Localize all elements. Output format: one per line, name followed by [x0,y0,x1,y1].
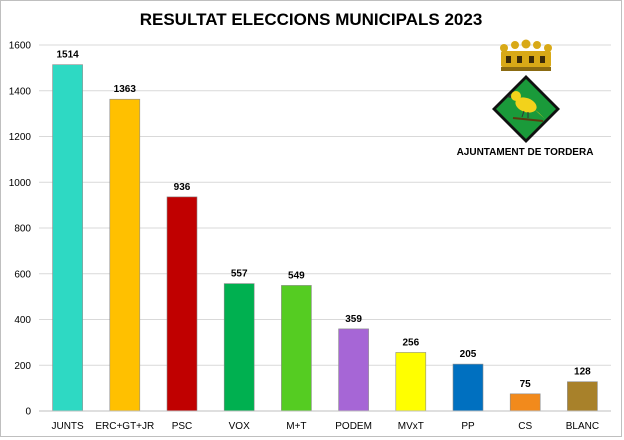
y-tick-label: 1600 [9,41,32,52]
x-tick-label: M+T [286,421,306,432]
data-label: 936 [174,182,191,193]
y-tick-label: 400 [14,315,31,326]
x-tick-label: MVxT [398,421,424,432]
y-tick-label: 1200 [9,132,32,143]
x-tick-label: PSC [172,421,193,432]
logo-caption: AJUNTAMENT DE TORDERA [457,147,594,158]
y-tick-label: 600 [14,269,31,280]
data-label: 205 [460,349,477,360]
y-axis: 0 200 400 600 800 1000 1200 1400 1600 [9,41,32,418]
data-label: 1363 [114,84,137,95]
y-tick-label: 1400 [9,86,32,97]
bar-cs [509,393,541,412]
crown-icon [500,39,552,71]
bar-blanc [567,381,598,412]
x-tick-label: CS [518,421,532,432]
data-label: 1514 [56,50,79,61]
chart-title: RESULTAT ELECCIONS MUNICIPALS 2023 [140,10,483,29]
bars: 1514 1363 936 557 549 359 256 205 75 128 [52,50,598,412]
bar-vox [223,283,255,412]
bar-psc [166,196,198,412]
bar-podem [338,328,369,412]
data-label: 128 [574,367,591,378]
x-tick-label: BLANC [566,421,599,432]
bar-junts [52,64,83,412]
y-tick-label: 800 [14,224,31,235]
x-tick-label: PP [461,421,475,432]
data-label: 549 [288,270,305,281]
bird-icon [507,91,545,122]
data-label: 359 [345,314,362,325]
x-tick-label: PODEM [335,421,372,432]
x-tick-label: ERC+GT+JR [95,421,154,432]
x-tick-label: VOX [229,421,250,432]
bar-erc-gt-jr [109,98,141,412]
y-tick-label: 200 [14,361,31,372]
x-tick-label: JUNTS [51,421,84,432]
x-axis: JUNTS ERC+GT+JR PSC VOX M+T PODEM MVxT PP CS BLAN… [39,410,611,432]
bar-m-t [281,285,312,412]
data-label: 557 [231,269,248,280]
data-label: 256 [402,337,419,348]
bar-pp [452,363,484,412]
bar-mvxt [395,352,427,412]
y-tick-label: 0 [25,407,31,418]
y-tick-label: 1000 [9,178,32,189]
town-logo: AJUNTAMENT DE TORDERA [457,39,594,158]
data-label: 75 [520,379,532,390]
